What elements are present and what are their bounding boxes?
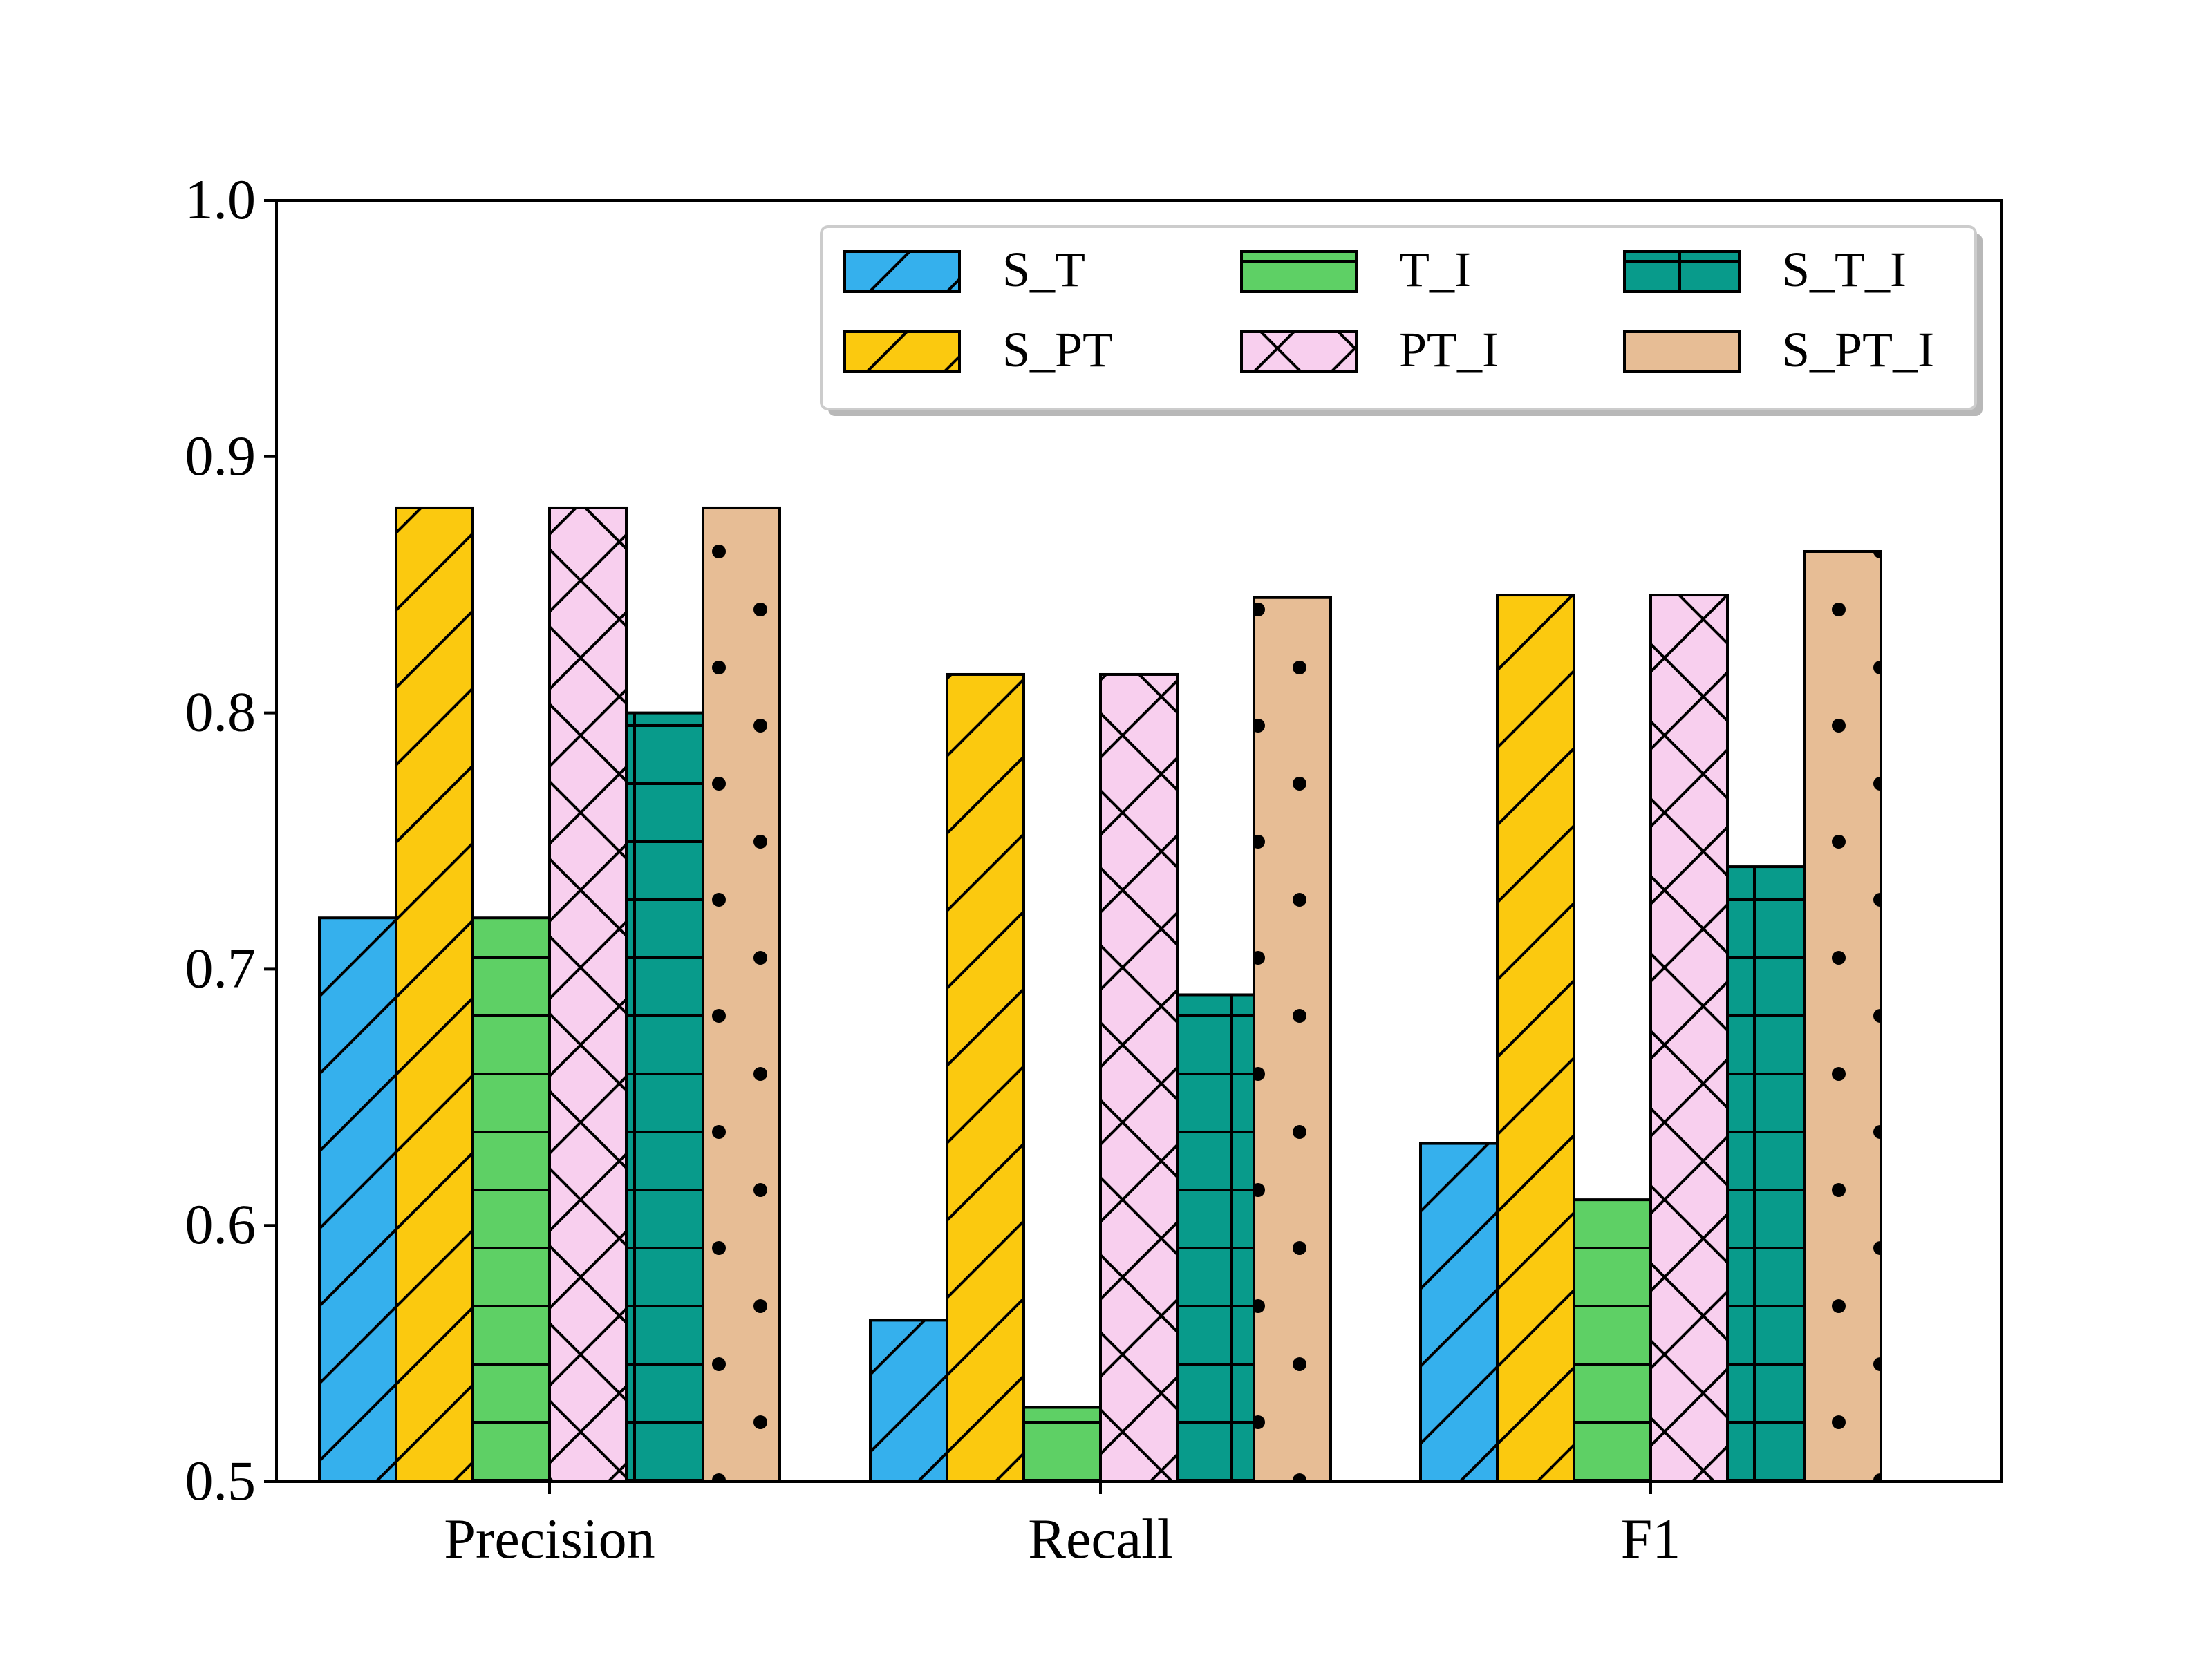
legend-label-s-pt: S_PT (1002, 322, 1113, 377)
bar-s-pt-precision (395, 506, 474, 1484)
bar-t-i-recall (1022, 1406, 1102, 1484)
bar-s-pt-i-f1 (1803, 549, 1882, 1483)
bar-pt-i-precision (548, 506, 628, 1484)
y-tick-label: 0.5 (185, 1449, 256, 1512)
y-tick-label: 0.8 (185, 681, 256, 744)
legend-label-s-pt-i: S_PT_I (1782, 322, 1934, 377)
bars (318, 506, 1882, 1484)
y-tick-label: 0.6 (185, 1193, 256, 1256)
bar-pt-i-recall (1099, 672, 1179, 1483)
bar-s-pt-f1 (1496, 594, 1575, 1483)
bar-s-pt-recall (946, 672, 1025, 1483)
legend-swatch-t-i (1240, 250, 1358, 293)
bar-s-t-i-recall (1176, 993, 1255, 1483)
legend: S_T S_PT T_I PT_I S_T_I S_PT_I (820, 225, 1983, 416)
legend-label-s-t: S_T (1002, 242, 1085, 297)
x-tick-label: Precision (444, 1507, 655, 1570)
bar-s-t-precision (318, 916, 397, 1483)
bar-s-pt-i-recall (1253, 596, 1332, 1483)
legend-label-s-t-i: S_T_I (1782, 242, 1906, 297)
legend-swatch-s-pt (843, 330, 961, 373)
x-tick-label: Recall (1028, 1507, 1172, 1570)
bar-t-i-f1 (1573, 1198, 1652, 1483)
bar-t-i-precision (471, 916, 551, 1483)
y-tick-label: 1.0 (185, 168, 256, 231)
plot-area-frame (275, 199, 2003, 1483)
x-axis: Precision Recall F1 (444, 1482, 1680, 1570)
bar-s-t-recall (869, 1319, 948, 1483)
legend-label-t-i: T_I (1399, 242, 1471, 297)
y-tick-label: 0.7 (185, 936, 256, 999)
bar-s-t-f1 (1419, 1142, 1499, 1483)
bar-s-t-i-f1 (1726, 865, 1806, 1483)
legend-swatch-pt-i (1240, 330, 1358, 373)
legend-swatch-s-t-i (1623, 250, 1741, 293)
legend-swatch-s-t (843, 250, 961, 293)
y-axis: 0.5 0.6 0.7 0.8 0.9 1.0 (185, 168, 276, 1512)
x-tick-label: F1 (1621, 1507, 1681, 1570)
y-tick-label: 0.9 (185, 424, 256, 487)
legend-label-pt-i: PT_I (1399, 322, 1499, 377)
bar-s-pt-i-precision (702, 506, 781, 1484)
bar-s-t-i-precision (625, 711, 704, 1483)
bar-pt-i-f1 (1649, 594, 1729, 1483)
legend-swatch-s-pt-i (1623, 330, 1741, 373)
